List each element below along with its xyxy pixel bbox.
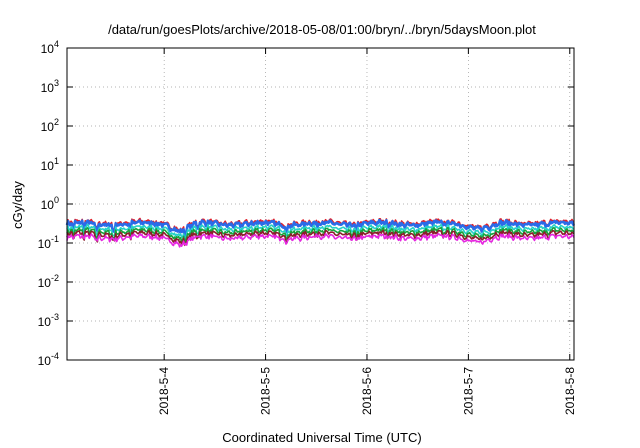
series-line bbox=[66, 232, 575, 248]
y-tick-label: 10-3 bbox=[38, 312, 59, 329]
grid-lines bbox=[67, 48, 574, 360]
y-tick-label: 10-2 bbox=[38, 273, 59, 290]
x-tick-label: 2018-5-4 bbox=[157, 367, 171, 415]
y-tick-label: 102 bbox=[41, 117, 59, 134]
x-tick-label: 2018-5-5 bbox=[259, 367, 273, 415]
y-tick-label: 10-4 bbox=[38, 351, 59, 368]
data-series bbox=[65, 217, 576, 248]
y-tick-label: 100 bbox=[41, 195, 59, 212]
series-line bbox=[66, 223, 575, 242]
x-tick-label: 2018-5-8 bbox=[563, 367, 577, 415]
series-line bbox=[65, 218, 576, 239]
y-axis-label: cGy/day bbox=[10, 181, 25, 229]
chart-title: /data/run/goesPlots/archive/2018-05-08/0… bbox=[108, 22, 536, 37]
y-tick-labels: 10-4 10-3 10-2 10-1 100 101 102 103 104 bbox=[38, 39, 59, 368]
axis-ticks bbox=[67, 47, 574, 361]
y-tick-label: 103 bbox=[41, 78, 59, 95]
x-tick-label: 2018-5-7 bbox=[461, 367, 475, 415]
y-tick-label: 104 bbox=[41, 39, 59, 56]
x-tick-label: 2018-5-6 bbox=[360, 367, 374, 415]
x-tick-labels: 2018-5-4 2018-5-5 2018-5-6 2018-5-7 2018-5-8 bbox=[157, 367, 577, 415]
y-tick-label: 10-1 bbox=[38, 234, 59, 251]
series-line bbox=[66, 226, 575, 244]
x-axis-label: Coordinated Universal Time (UTC) bbox=[222, 430, 421, 445]
y-tick-label: 101 bbox=[41, 156, 59, 173]
